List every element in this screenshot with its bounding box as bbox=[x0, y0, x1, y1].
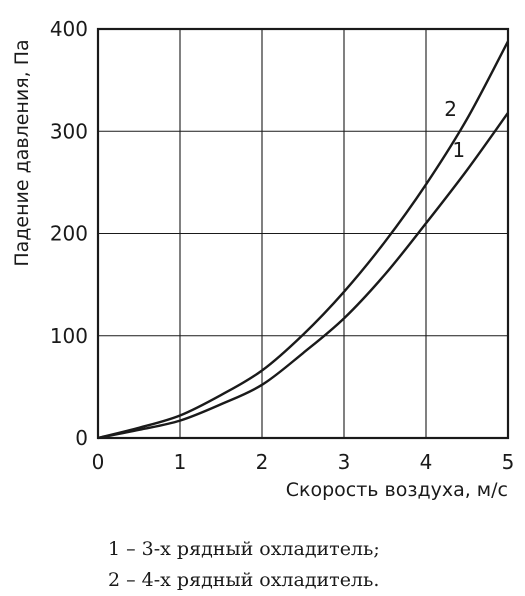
y-tick-label-400: 400 bbox=[50, 17, 88, 41]
series-line-1 bbox=[97, 112, 509, 440]
x-tick-label-3: 3 bbox=[338, 450, 351, 474]
x-axis-title: Скорость воздуха, м/с bbox=[286, 479, 508, 501]
series-label-2: 2 bbox=[444, 97, 457, 121]
plot-frame bbox=[96, 27, 510, 440]
legend-item-2: 2 – 4-х рядный охладитель. bbox=[108, 569, 380, 591]
x-tick-label-5: 5 bbox=[502, 450, 515, 474]
x-tick-label-0: 0 bbox=[92, 450, 105, 474]
series-label-1: 1 bbox=[452, 138, 465, 162]
y-tick-label-100: 100 bbox=[50, 324, 88, 348]
grid bbox=[98, 29, 508, 438]
x-tick-label-1: 1 bbox=[174, 450, 187, 474]
y-tick-label-300: 300 bbox=[50, 119, 88, 143]
x-tick-label-4: 4 bbox=[420, 450, 433, 474]
x-tick-label-2: 2 bbox=[256, 450, 269, 474]
legend-item-1: 1 – 3-х рядный охладитель; bbox=[108, 538, 380, 560]
curves: 12 bbox=[97, 40, 510, 440]
y-tick-label-200: 200 bbox=[50, 222, 88, 246]
y-axis-title: Падение давления, Па bbox=[11, 39, 33, 266]
y-tick-label-0: 0 bbox=[75, 426, 88, 450]
series-line-2 bbox=[97, 40, 510, 440]
legend: 1 – 3-х рядный охладитель; 2 – 4-х рядны… bbox=[108, 534, 380, 596]
